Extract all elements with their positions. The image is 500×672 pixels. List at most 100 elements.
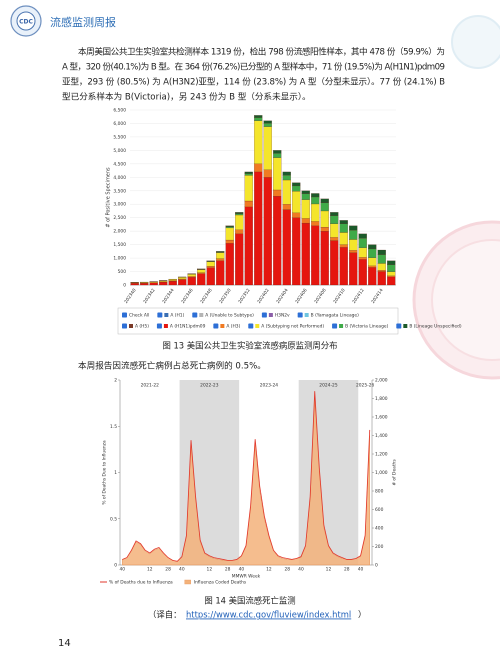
bar-segment (178, 278, 187, 280)
bar-segment (358, 247, 367, 258)
bar-segment (368, 248, 377, 258)
bar-segment (235, 213, 244, 216)
bar-segment (377, 270, 386, 272)
legend-swatch (163, 324, 168, 328)
bar-segment (301, 190, 310, 194)
decoration (412, 15, 500, 380)
x-tick-label: 28 (165, 567, 171, 573)
figure-caption: 图 14 美国流感死亡监测 (204, 596, 295, 606)
bar-segment (206, 261, 215, 267)
y2-tick-label: 1,000 (375, 470, 388, 476)
bar-segment (377, 263, 386, 271)
bar-segment (292, 212, 301, 218)
x-axis-label: MMWR Week (232, 574, 261, 580)
x-tick-label: 12 (207, 567, 213, 573)
bar-segment (149, 281, 158, 283)
legend-checkbox[interactable] (192, 312, 198, 318)
bar-segment (292, 217, 301, 286)
season-label: 2023-24 (260, 383, 279, 389)
y-tick-label: 5,500 (113, 134, 126, 140)
bar-segment (320, 198, 329, 203)
legend-checkbox[interactable] (213, 323, 219, 329)
legend-checkbox[interactable] (297, 312, 303, 318)
bar-segment (282, 204, 291, 210)
bar-segment (263, 169, 272, 178)
legend-checkbox[interactable] (156, 323, 162, 329)
legend-checkbox[interactable] (261, 312, 267, 318)
legend-checkbox[interactable] (122, 323, 127, 329)
bar-segment (263, 123, 272, 127)
bar-segment (235, 212, 244, 214)
bar-segment (178, 279, 187, 286)
bar-segment (216, 251, 225, 253)
bar-segment (273, 196, 282, 286)
bar-segment (339, 223, 348, 233)
legend-swatch (403, 324, 408, 328)
bar-segment (206, 260, 215, 262)
bar-segment (387, 260, 396, 265)
y2-tick-label: 1,600 (375, 415, 388, 421)
y-tick-label: 6,000 (113, 121, 126, 127)
y2-tick-label: 800 (375, 489, 384, 495)
bar-segment (368, 257, 377, 266)
y-axis-label: # of Positive Specimens (106, 167, 112, 228)
chart-influenza-deaths: 2021-22 2022-23 2023-24 2024-25 2025-26 0 0.5 1… (100, 378, 398, 586)
bar-segment (349, 252, 358, 286)
bar-segment (301, 218, 310, 224)
bar-segment (263, 120, 272, 124)
legend-checkbox[interactable] (396, 323, 402, 329)
bar-segment (235, 233, 244, 286)
bar-segment (320, 210, 329, 228)
bar-segment (235, 229, 244, 234)
legend-swatch (304, 313, 309, 317)
bar-segment (197, 269, 206, 273)
bar-segment (254, 115, 263, 118)
bar-segment (244, 206, 253, 286)
bar-segment (225, 239, 234, 244)
y-tick-label: 0 (114, 563, 117, 569)
bar-segment (311, 196, 320, 205)
bar-segment (216, 258, 225, 261)
x-tick-label: 28 (225, 567, 231, 573)
bar-segment (339, 244, 348, 248)
bar-segment (263, 126, 272, 170)
legend-swatch (255, 324, 260, 328)
bar-segment (206, 267, 215, 286)
y-tick-label: 1,000 (113, 256, 126, 262)
bar-segment (282, 209, 291, 286)
bar-segment (330, 240, 339, 286)
legend-checkbox[interactable] (248, 323, 254, 329)
legend-checkbox[interactable] (122, 312, 127, 318)
bar-segment (216, 252, 225, 259)
y-tick-label: 3,000 (113, 202, 126, 208)
legend-checkbox[interactable] (157, 312, 163, 318)
season-label: 2021-22 (141, 383, 160, 389)
source-link[interactable]: https://www.cdc.gov/fluview/index.html (186, 610, 351, 620)
paragraph: 本周美国公共卫生实验室共检测样本 1319 份，检出 798 份流感阳性样本，其… (62, 46, 445, 103)
bar-segment (358, 238, 367, 248)
x-tick-label: 40 (298, 567, 304, 573)
bar-segment (311, 203, 320, 222)
bar-segment (339, 232, 348, 245)
y-tick-label: 2 (114, 378, 117, 384)
paragraph-line: 型已分系样本为 B(Victoria)，另 243 份为 B 型（分系未显示）。 (62, 91, 311, 103)
legend-swatch (199, 313, 204, 317)
legend-label: % of Deaths due to Influenza (109, 580, 173, 586)
logo: CDC (10, 5, 42, 37)
bar-segment (225, 243, 234, 286)
bar-segment (178, 277, 187, 280)
y-tick-label: 500 (118, 269, 127, 275)
bar-segment (320, 227, 329, 232)
season-label: 2024-25 (319, 383, 338, 389)
paragraph-line: 亚型，293 份 (80.5%) 为 A(H3N2)亚型，114 份 (23.8… (62, 76, 445, 88)
bar-segment (225, 226, 234, 229)
y-tick-label: 1.5 (110, 424, 117, 430)
legend-checkbox[interactable] (332, 323, 338, 329)
bar-segment (311, 221, 320, 226)
bar-segment (349, 250, 358, 253)
y-tick-label: 3,500 (113, 188, 126, 194)
bar-segment (387, 276, 396, 286)
x-tick-label: 40 (239, 567, 245, 573)
bar-segment (244, 175, 253, 202)
x-tick-label: 28 (284, 567, 290, 573)
